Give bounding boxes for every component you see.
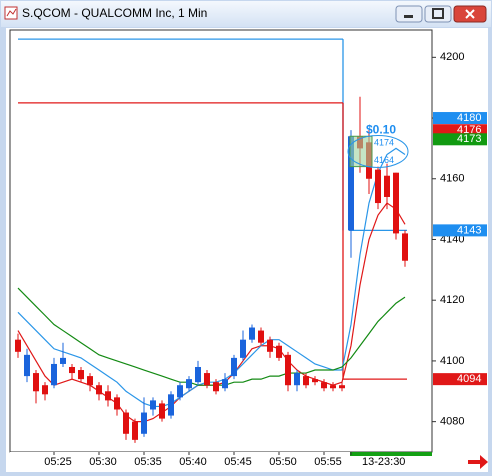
candle-body — [195, 366, 201, 383]
price-marker-label: 4143 — [457, 224, 481, 236]
x-tick-label: 13-23:30 — [362, 456, 405, 468]
time-axis — [10, 452, 432, 470]
y-tick-label: 4100 — [440, 355, 464, 367]
price-marker — [433, 124, 487, 137]
candle-body — [24, 354, 30, 377]
candle-body — [213, 382, 219, 392]
candle-body — [303, 376, 309, 386]
price-marker — [433, 112, 487, 125]
candle-body — [132, 421, 138, 440]
candle-body — [114, 397, 120, 410]
price-marker — [433, 373, 487, 386]
price-marker — [433, 224, 487, 237]
candle-body — [231, 357, 237, 377]
y-tick-label: 4140 — [440, 233, 464, 245]
candle-body — [141, 412, 147, 434]
candle-body — [402, 233, 408, 261]
x-tick-label: 05:40 — [179, 456, 207, 468]
candle-body — [15, 339, 21, 352]
candle-body — [312, 379, 318, 383]
candle-body — [177, 385, 183, 398]
candle-body — [69, 366, 75, 374]
minimize-button[interactable] — [395, 5, 423, 23]
candle-body — [330, 385, 336, 389]
range-ellipse — [347, 134, 409, 168]
x-tick-label: 05:50 — [269, 456, 297, 468]
candle-body — [258, 330, 264, 343]
candle-body — [393, 172, 399, 234]
candle-body — [168, 394, 174, 416]
candle-body — [204, 373, 210, 386]
ma-line — [17, 287, 406, 386]
window-title: S.QCOM - QUALCOMM Inc, 1 Min — [22, 6, 207, 20]
price-marker-label: 4173 — [457, 133, 481, 145]
app-icon — [4, 6, 18, 20]
price-marker — [433, 133, 487, 146]
candle-body — [384, 175, 390, 197]
candle-body — [249, 327, 255, 340]
candle-body — [294, 373, 300, 386]
x-tick-label: 05:45 — [224, 456, 252, 468]
candle-body — [42, 385, 48, 395]
candle-body — [96, 385, 102, 395]
candle-body — [348, 136, 354, 231]
candle-body — [60, 357, 66, 364]
candle-body — [240, 339, 246, 358]
candle-body — [285, 354, 291, 386]
candle-body — [150, 400, 156, 410]
candle-body — [339, 385, 345, 389]
y-tick-label: 4080 — [440, 416, 464, 428]
app-icon-glyph — [6, 8, 17, 17]
price-marker-label: 4176 — [457, 124, 481, 136]
x-tick-label: 05:55 — [314, 456, 342, 468]
scroll-arrow[interactable] — [468, 455, 488, 469]
candle-body — [78, 370, 84, 380]
x-tick-label: 05:35 — [134, 456, 162, 468]
candle-body — [276, 345, 282, 358]
candle-body — [159, 403, 165, 419]
price-marker-label: 4094 — [457, 373, 481, 385]
range-box — [349, 135, 373, 168]
close-button[interactable] — [453, 5, 487, 23]
candle-body — [321, 382, 327, 389]
x-tick-label: 05:30 — [89, 456, 117, 468]
candle-body — [105, 391, 111, 401]
x-tick-label: 05:25 — [44, 456, 72, 468]
candle-body — [375, 169, 381, 204]
price-marker-label: 4180 — [457, 112, 481, 124]
candle-body — [222, 379, 228, 389]
candle-body — [33, 373, 39, 392]
candle-body — [87, 376, 93, 386]
y-tick-label: 4120 — [440, 294, 464, 306]
candle-body — [186, 379, 192, 389]
candle-body — [51, 363, 57, 386]
session-bar — [350, 452, 432, 456]
plot: 4080 4100 4120 4140 4160 4180 4200 05:25 05:30 05… — [15, 38, 487, 468]
ma-line — [17, 147, 406, 408]
y-tick-label: 4200 — [440, 51, 464, 63]
range-text: $0.10 — [366, 122, 396, 136]
candle-body — [123, 412, 129, 434]
maximize-button[interactable] — [424, 5, 452, 23]
y-tick-label: 4160 — [440, 173, 464, 185]
candle-body — [267, 339, 273, 352]
range-lower: 4164 — [374, 155, 394, 165]
range-upper: 4174 — [374, 138, 394, 148]
